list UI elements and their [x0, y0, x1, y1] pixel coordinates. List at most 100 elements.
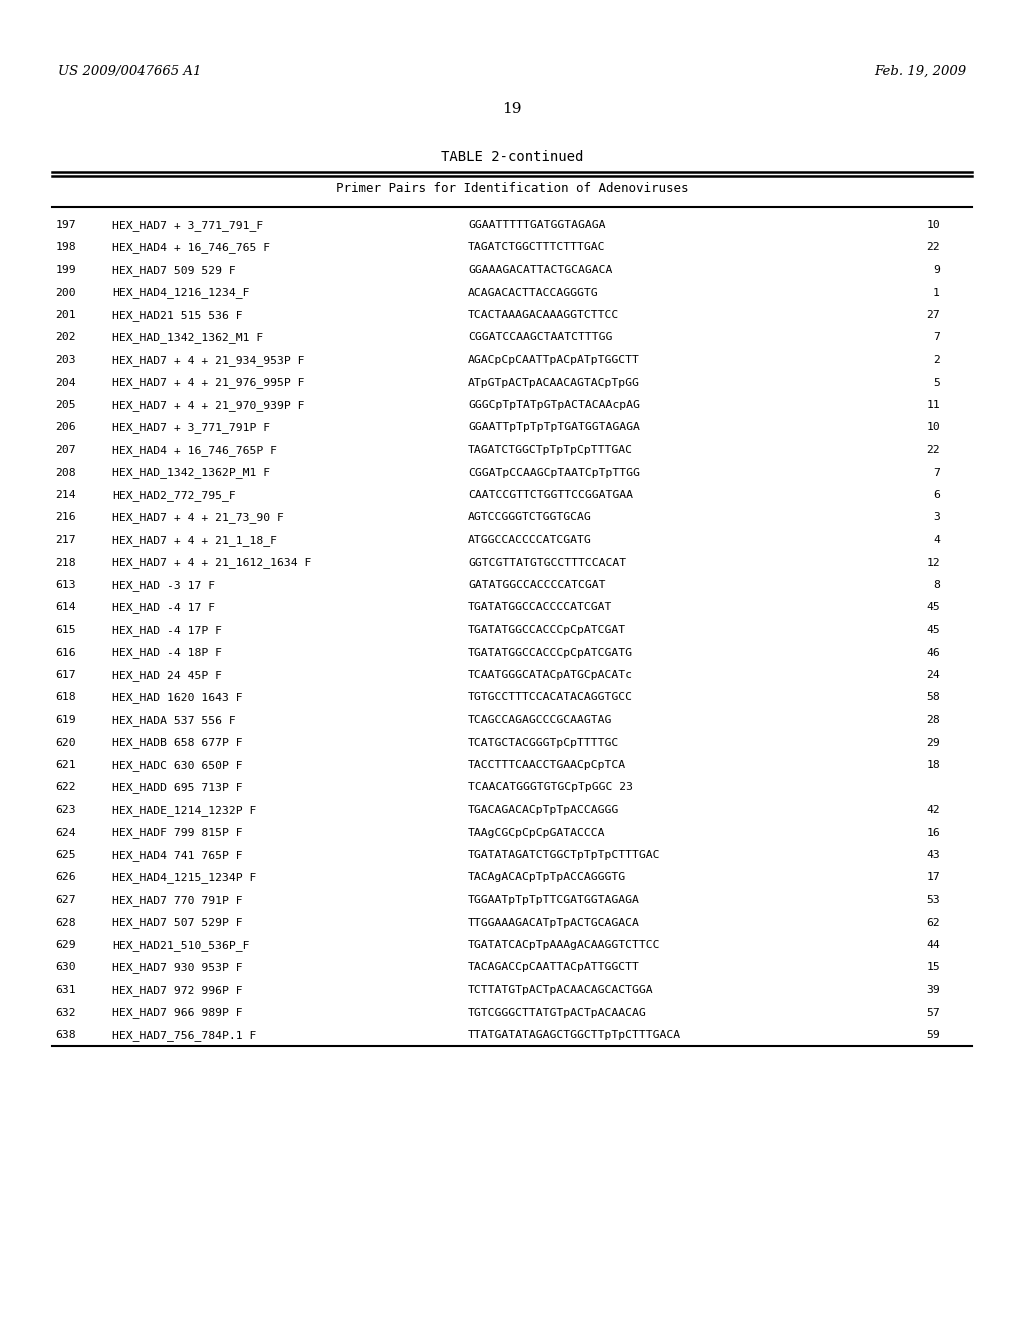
Text: GGAATTpTpTpTpTGATGGTAGAGA: GGAATTpTpTpTpTGATGGTAGAGA: [468, 422, 640, 433]
Text: 218: 218: [55, 557, 76, 568]
Text: 39: 39: [927, 985, 940, 995]
Text: HEX_HAD4 741 765P F: HEX_HAD4 741 765P F: [112, 850, 243, 861]
Text: TGATATAGATCTGGCTpTpTpCTTTGAC: TGATATAGATCTGGCTpTpTpCTTTGAC: [468, 850, 660, 861]
Text: HEX_HADB 658 677P F: HEX_HADB 658 677P F: [112, 738, 243, 748]
Text: 626: 626: [55, 873, 76, 883]
Text: HEX_HAD -4 17P F: HEX_HAD -4 17P F: [112, 624, 222, 636]
Text: 22: 22: [927, 243, 940, 252]
Text: TGTCGGGCTTATGTpACTpACAACAG: TGTCGGGCTTATGTpACTpACAACAG: [468, 1007, 647, 1018]
Text: HEX_HAD 24 45P F: HEX_HAD 24 45P F: [112, 671, 222, 681]
Text: ATpGTpACTpACAACAGTACpTpGG: ATpGTpACTpACAACAGTACpTpGG: [468, 378, 640, 388]
Text: HEX_HAD4_1216_1234_F: HEX_HAD4_1216_1234_F: [112, 288, 250, 298]
Text: 22: 22: [927, 445, 940, 455]
Text: 10: 10: [927, 220, 940, 230]
Text: 7: 7: [933, 467, 940, 478]
Text: TGTGCCTTTCCACATACAGGTGCC: TGTGCCTTTCCACATACAGGTGCC: [468, 693, 633, 702]
Text: 622: 622: [55, 783, 76, 792]
Text: TABLE 2-continued: TABLE 2-continued: [440, 150, 584, 164]
Text: 18: 18: [927, 760, 940, 770]
Text: 621: 621: [55, 760, 76, 770]
Text: 204: 204: [55, 378, 76, 388]
Text: 206: 206: [55, 422, 76, 433]
Text: 202: 202: [55, 333, 76, 342]
Text: TAGATCTGGCTpTpTpCpTTTGAC: TAGATCTGGCTpTpTpCpTTTGAC: [468, 445, 633, 455]
Text: CGGATCCAAGCTAATCTTTGG: CGGATCCAAGCTAATCTTTGG: [468, 333, 612, 342]
Text: HEX_HAD7 770 791P F: HEX_HAD7 770 791P F: [112, 895, 243, 906]
Text: 27: 27: [927, 310, 940, 319]
Text: HEX_HAD7 + 4 + 21_934_953P F: HEX_HAD7 + 4 + 21_934_953P F: [112, 355, 304, 366]
Text: 203: 203: [55, 355, 76, 366]
Text: 59: 59: [927, 1030, 940, 1040]
Text: 619: 619: [55, 715, 76, 725]
Text: 3: 3: [933, 512, 940, 523]
Text: Primer Pairs for Identification of Adenoviruses: Primer Pairs for Identification of Adeno…: [336, 182, 688, 195]
Text: 58: 58: [927, 693, 940, 702]
Text: 216: 216: [55, 512, 76, 523]
Text: HEX_HAD7 + 4 + 21_976_995P F: HEX_HAD7 + 4 + 21_976_995P F: [112, 378, 304, 388]
Text: ATGGCCACCCCATCGATG: ATGGCCACCCCATCGATG: [468, 535, 592, 545]
Text: HEX_HAD7 + 4 + 21_970_939P F: HEX_HAD7 + 4 + 21_970_939P F: [112, 400, 304, 411]
Text: 625: 625: [55, 850, 76, 861]
Text: CGGATpCCAAGCpTAATCpTpTTGG: CGGATpCCAAGCpTAATCpTpTTGG: [468, 467, 640, 478]
Text: HEX_HAD21_510_536P_F: HEX_HAD21_510_536P_F: [112, 940, 250, 950]
Text: TGATATGGCCACCCpCpATCGAT: TGATATGGCCACCCpCpATCGAT: [468, 624, 626, 635]
Text: US 2009/0047665 A1: US 2009/0047665 A1: [58, 65, 202, 78]
Text: 615: 615: [55, 624, 76, 635]
Text: HEX_HAD -4 17 F: HEX_HAD -4 17 F: [112, 602, 215, 614]
Text: 207: 207: [55, 445, 76, 455]
Text: HEX_HAD7 + 4 + 21_1612_1634 F: HEX_HAD7 + 4 + 21_1612_1634 F: [112, 557, 311, 569]
Text: HEX_HAD4 + 16_746_765 F: HEX_HAD4 + 16_746_765 F: [112, 243, 270, 253]
Text: 617: 617: [55, 671, 76, 680]
Text: HEX_HAD7 972 996P F: HEX_HAD7 972 996P F: [112, 985, 243, 995]
Text: HEX_HAD7 930 953P F: HEX_HAD7 930 953P F: [112, 962, 243, 973]
Text: TGACAGACACpTpTpACCAGGG: TGACAGACACpTpTpACCAGGG: [468, 805, 620, 814]
Text: GGAAAGACATTACTGCAGACA: GGAAAGACATTACTGCAGACA: [468, 265, 612, 275]
Text: HEX_HADF 799 815P F: HEX_HADF 799 815P F: [112, 828, 243, 838]
Text: HEX_HAD_1342_1362_M1 F: HEX_HAD_1342_1362_M1 F: [112, 333, 263, 343]
Text: HEX_HADE_1214_1232P F: HEX_HADE_1214_1232P F: [112, 805, 256, 816]
Text: TGATATGGCCACCCCATCGAT: TGATATGGCCACCCCATCGAT: [468, 602, 612, 612]
Text: Feb. 19, 2009: Feb. 19, 2009: [873, 65, 966, 78]
Text: 8: 8: [933, 579, 940, 590]
Text: 632: 632: [55, 1007, 76, 1018]
Text: 623: 623: [55, 805, 76, 814]
Text: TAAgCGCpCpCpGATACCCA: TAAgCGCpCpCpGATACCCA: [468, 828, 605, 837]
Text: 201: 201: [55, 310, 76, 319]
Text: 629: 629: [55, 940, 76, 950]
Text: TACAGACCpCAATTACpATTGGCTT: TACAGACCpCAATTACpATTGGCTT: [468, 962, 640, 973]
Text: 11: 11: [927, 400, 940, 411]
Text: 214: 214: [55, 490, 76, 500]
Text: 43: 43: [927, 850, 940, 861]
Text: HEX_HADC 630 650P F: HEX_HADC 630 650P F: [112, 760, 243, 771]
Text: 631: 631: [55, 985, 76, 995]
Text: 17: 17: [927, 873, 940, 883]
Text: HEX_HADA 537 556 F: HEX_HADA 537 556 F: [112, 715, 236, 726]
Text: 6: 6: [933, 490, 940, 500]
Text: 620: 620: [55, 738, 76, 747]
Text: 46: 46: [927, 648, 940, 657]
Text: 630: 630: [55, 962, 76, 973]
Text: 198: 198: [55, 243, 76, 252]
Text: ACAGACACTTACCAGGGTG: ACAGACACTTACCAGGGTG: [468, 288, 599, 297]
Text: 53: 53: [927, 895, 940, 906]
Text: 57: 57: [927, 1007, 940, 1018]
Text: 199: 199: [55, 265, 76, 275]
Text: 28: 28: [927, 715, 940, 725]
Text: HEX_HAD -3 17 F: HEX_HAD -3 17 F: [112, 579, 215, 591]
Text: HEX_HAD -4 18P F: HEX_HAD -4 18P F: [112, 648, 222, 659]
Text: 5: 5: [933, 378, 940, 388]
Text: HEX_HAD7 507 529P F: HEX_HAD7 507 529P F: [112, 917, 243, 928]
Text: 62: 62: [927, 917, 940, 928]
Text: 19: 19: [502, 102, 522, 116]
Text: 45: 45: [927, 624, 940, 635]
Text: TTGGAAAGACATpTpACTGCAGACA: TTGGAAAGACATpTpACTGCAGACA: [468, 917, 640, 928]
Text: 217: 217: [55, 535, 76, 545]
Text: 197: 197: [55, 220, 76, 230]
Text: 614: 614: [55, 602, 76, 612]
Text: 613: 613: [55, 579, 76, 590]
Text: HEX_HADD 695 713P F: HEX_HADD 695 713P F: [112, 783, 243, 793]
Text: 2: 2: [933, 355, 940, 366]
Text: 4: 4: [933, 535, 940, 545]
Text: 12: 12: [927, 557, 940, 568]
Text: 1: 1: [933, 288, 940, 297]
